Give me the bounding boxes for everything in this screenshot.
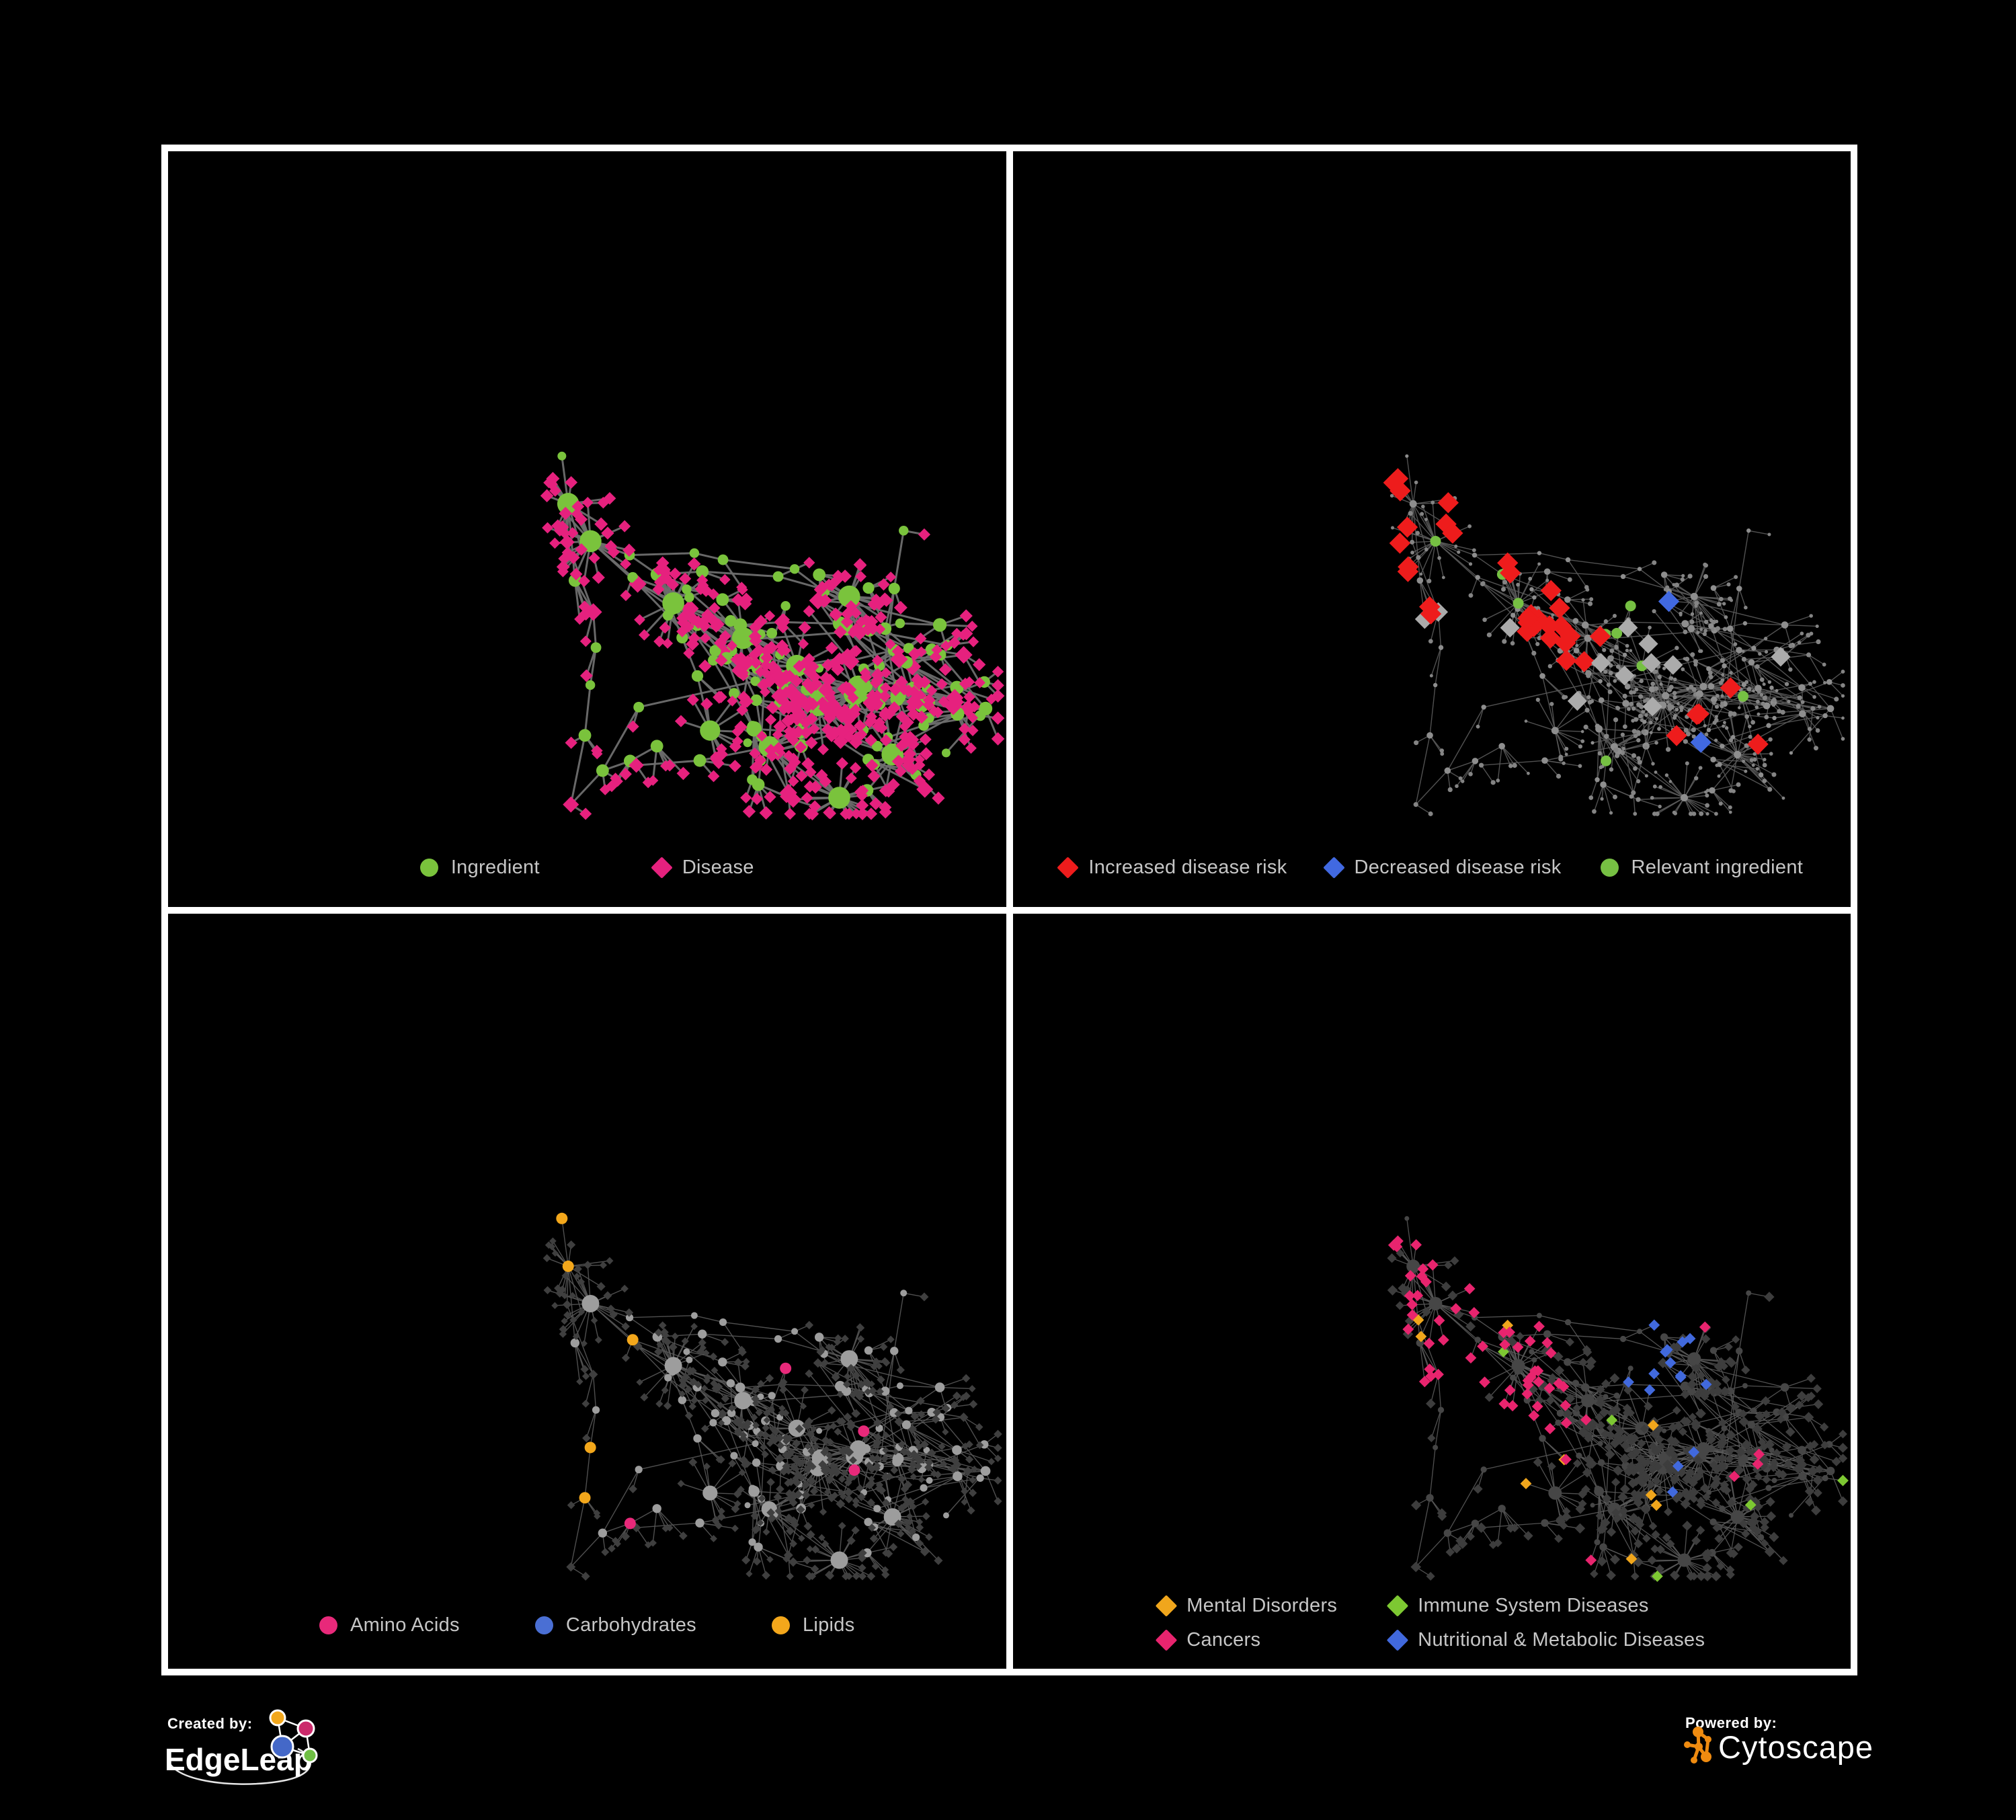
increased-risk-diamond-swatch [1057,856,1080,879]
legend-item-immune-system-diseases: Immune System Diseases [1386,1595,1649,1617]
legend-label-relevant-ingredient: Relevant ingredient [1631,856,1804,878]
nutritional-metabolic-diamond-swatch [1386,1629,1408,1651]
ingredient-circle-swatch [419,858,438,877]
ingredient-disease-network [540,451,1005,821]
legend-label-immune-system-diseases: Immune System Diseases [1418,1595,1649,1616]
mental-disorders-diamond-swatch [1155,1595,1177,1617]
legend-item-amino-acids: Amino Acids [319,1614,460,1636]
legend-item-lipids: Lipids [771,1614,855,1636]
created-by-label: Created by: [167,1715,253,1732]
legend-item-disease: Disease [651,856,754,879]
disease-category-legend: Mental Disorders Immune System Diseases … [1155,1595,1705,1651]
legend-label-increased-risk: Increased disease risk [1088,856,1287,878]
legend-item-mental-disorders: Mental Disorders [1155,1595,1338,1617]
cytoscape-logo-glyph [1684,1727,1711,1764]
nutrient-class-legend: Amino Acids Carbohydrates Lipids [168,1614,1006,1636]
relevant-ingredient-circle-swatch [1600,858,1619,877]
disease-risk-legend: Increased disease risk Decreased disease… [1013,857,1851,879]
legend-item-increased-risk: Increased disease risk [1057,856,1287,879]
disease-diamond-swatch [651,856,673,879]
panel-grid: Ingredient Disease Increased disease ris… [161,145,1857,1675]
legend-label-decreased-risk: Decreased disease risk [1354,856,1562,878]
panel-nutrient-classes: Amino Acids Carbohydrates Lipids [168,913,1006,1669]
edgeleap-brand: Created by: EdgeLeap [165,1709,318,1785]
legend-label-carbohydrates: Carbohydrates [565,1614,696,1636]
decreased-risk-diamond-swatch [1322,856,1345,879]
nutrient-class-network [542,1212,1002,1581]
disease-risk-network [1383,454,1845,816]
legend-label-cancers: Cancers [1186,1629,1261,1651]
disease-category-network [1386,1216,1849,1582]
ingredient-disease-legend: Ingredient Disease [168,857,1006,879]
cancers-diamond-swatch [1155,1629,1177,1651]
legend-label-lipids: Lipids [802,1614,855,1636]
panel-ingredient-disease: Ingredient Disease [168,151,1006,907]
edgeleap-logo-glyph [269,1709,318,1764]
legend-label-disease: Disease [682,856,754,878]
legend-label-mental-disorders: Mental Disorders [1186,1595,1338,1616]
legend-label-ingredient: Ingredient [450,856,540,878]
lipids-circle-swatch [771,1616,790,1634]
legend-item-decreased-risk: Decreased disease risk [1322,856,1562,879]
cytoscape-brand: Powered by: Cytoscape [1684,1714,1873,1765]
legend-label-amino-acids: Amino Acids [350,1614,460,1636]
cytoscape-wordmark: Cytoscape [1718,1729,1873,1765]
legend-item-nutritional-metabolic-diseases: Nutritional & Metabolic Diseases [1386,1629,1705,1651]
amino-acids-circle-swatch [319,1616,337,1634]
panel-disease-categories: Mental Disorders Immune System Diseases … [1012,913,1851,1669]
immune-system-diamond-swatch [1386,1595,1408,1617]
legend-item-relevant-ingredient: Relevant ingredient [1600,856,1804,879]
legend-item-ingredient: Ingredient [419,856,540,879]
carbohydrates-circle-swatch [534,1616,553,1634]
panel-disease-risk: Increased disease risk Decreased disease… [1012,151,1851,907]
legend-label-nutritional-metabolic-diseases: Nutritional & Metabolic Diseases [1418,1629,1705,1651]
legend-item-cancers: Cancers [1155,1629,1261,1651]
legend-item-carbohydrates: Carbohydrates [534,1614,696,1636]
